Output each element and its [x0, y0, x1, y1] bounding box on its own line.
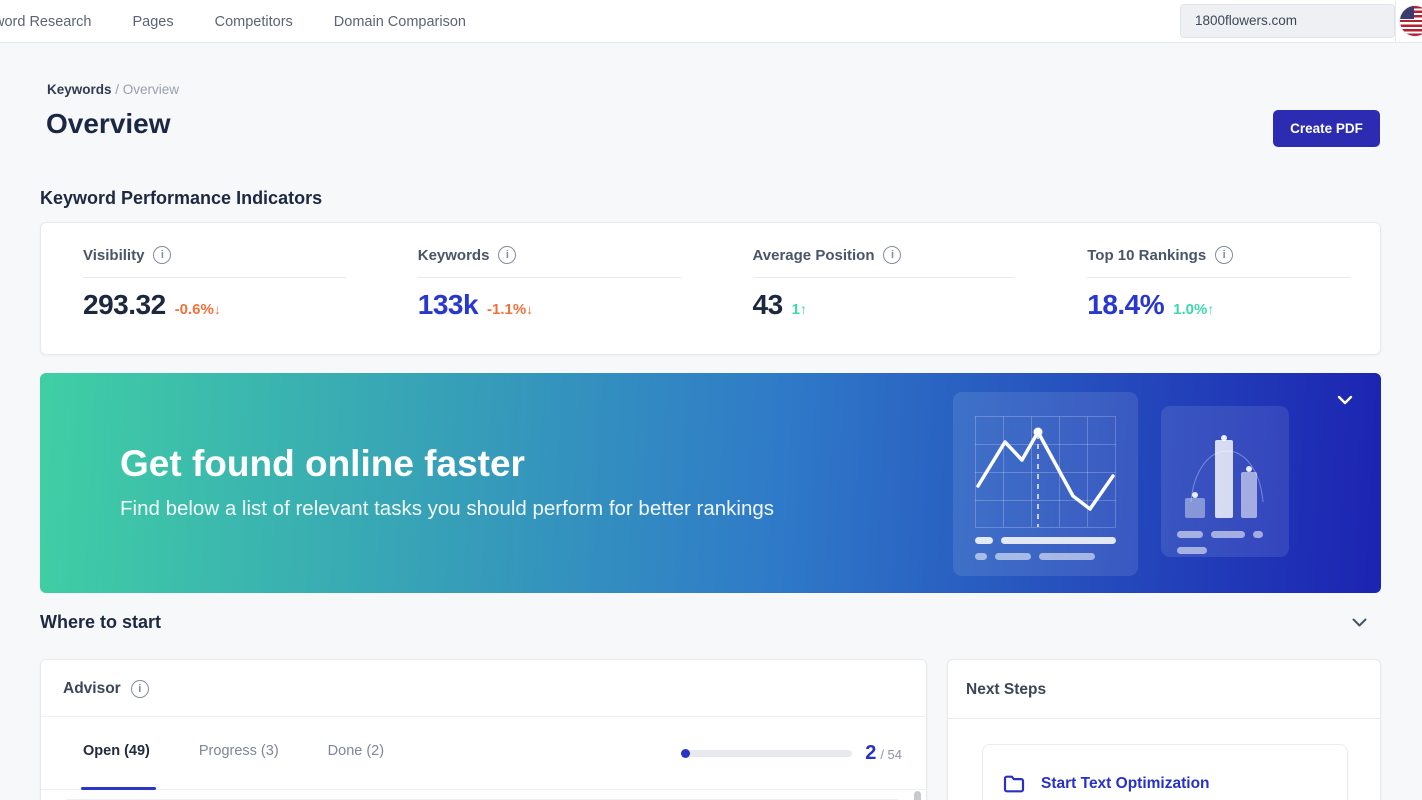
kpi-section-heading: Keyword Performance Indicators	[40, 188, 323, 208]
breadcrumb: Keywords / Overview	[47, 82, 179, 97]
arrow-down-icon: ↓	[526, 301, 534, 317]
kpi-value: 18.4%	[1087, 289, 1165, 320]
next-steps-card: Next Steps Start Text Optimization	[947, 659, 1381, 800]
top-nav: Keyword Research Pages Competitors Domai…	[0, 0, 1422, 43]
nav-divider	[1395, 0, 1396, 43]
next-steps-title: Next Steps	[966, 681, 1047, 698]
info-icon[interactable]: i	[130, 680, 149, 698]
kpi-divider	[417, 277, 681, 278]
text-placeholder-row	[1177, 547, 1273, 554]
bar-chart-graphic	[1185, 435, 1264, 518]
progress-done-count: 2	[865, 742, 877, 764]
text-placeholder-row	[975, 537, 1116, 544]
advisor-progress: 2 / 54	[681, 717, 902, 790]
info-icon[interactable]: i	[883, 246, 902, 264]
kpi-average-position: Average Position i 43 1↑	[711, 223, 1046, 354]
progress-indicator	[681, 749, 691, 758]
advisor-header: Advisor i	[41, 660, 926, 717]
banner-title: Get found online faster	[120, 443, 525, 484]
promo-banner: Get found online faster Find below a lis…	[40, 373, 1381, 593]
active-tab-underline	[81, 787, 156, 790]
kpi-delta: -0.6%↓	[174, 301, 221, 318]
nav-items: Keyword Research Pages Competitors Domai…	[0, 0, 466, 43]
scrollbar-thumb[interactable]	[914, 791, 921, 800]
info-icon[interactable]: i	[498, 246, 517, 264]
banner-subtitle: Find below a list of relevant tasks you …	[120, 497, 775, 520]
banner-collapse-chevron-icon[interactable]	[1337, 395, 1353, 405]
tab-open[interactable]: Open (49)	[83, 743, 150, 759]
breadcrumb-keywords[interactable]: Keywords	[47, 82, 112, 97]
kpi-label: Top 10 Rankings	[1087, 246, 1207, 264]
tab-done[interactable]: Done (2)	[327, 743, 385, 759]
next-steps-header: Next Steps	[948, 660, 1380, 719]
kpi-label: Visibility	[83, 246, 145, 264]
kpi-delta: 1.0%↑	[1173, 301, 1215, 318]
breadcrumb-rest: / Overview	[115, 82, 180, 97]
us-flag-icon[interactable]	[1400, 6, 1422, 36]
next-step-link[interactable]: Start Text Optimization	[1041, 775, 1210, 792]
kpi-top10-rankings: Top 10 Rankings i 18.4% 1.0%↑	[1045, 223, 1380, 354]
info-icon[interactable]: i	[1215, 246, 1234, 264]
flag-canton	[1400, 6, 1414, 19]
kpi-value: 293.32	[83, 289, 166, 320]
kpi-keywords: Keywords i 133k -1.1%↓	[376, 223, 711, 354]
line-chart-graphic	[975, 416, 1116, 528]
page-title: Overview	[46, 108, 171, 139]
kpi-card: Visibility i 293.32 -0.6%↓ Keywords i 13…	[40, 222, 1381, 355]
text-placeholder-row	[1177, 531, 1273, 538]
arrow-down-icon: ↓	[213, 301, 221, 317]
kpi-label: Average Position	[752, 246, 875, 264]
where-to-start-heading: Where to start	[40, 612, 162, 632]
arrow-up-icon: ↑	[1207, 301, 1215, 317]
nav-item-keyword-research[interactable]: Keyword Research	[0, 13, 92, 30]
nav-item-competitors[interactable]: Competitors	[214, 13, 293, 30]
info-icon[interactable]: i	[153, 246, 172, 264]
nav-item-pages[interactable]: Pages	[132, 13, 174, 30]
progress-total-count: / 54	[880, 747, 902, 762]
create-pdf-button[interactable]: Create PDF	[1273, 110, 1380, 147]
advisor-title: Advisor	[63, 680, 121, 697]
kpi-divider	[752, 277, 1016, 278]
progress-bar	[681, 749, 853, 758]
nav-item-domain-comparison[interactable]: Domain Comparison	[333, 13, 466, 30]
bar-chart-illustration	[1161, 406, 1289, 557]
line-chart-illustration	[953, 392, 1138, 576]
folder-icon	[1003, 775, 1025, 793]
arrow-up-icon: ↑	[800, 301, 807, 317]
kpi-delta: -1.1%↓	[487, 301, 534, 318]
next-step-item[interactable]: Start Text Optimization	[982, 744, 1348, 800]
kpi-value: 43	[752, 289, 784, 320]
kpi-value: 133k	[417, 289, 479, 320]
text-placeholder-row	[975, 553, 1116, 560]
tab-progress[interactable]: Progress (3)	[198, 743, 279, 759]
kpi-delta: 1↑	[791, 301, 807, 318]
advisor-card: Advisor i Open (49) Progress (3) Done (2…	[40, 659, 927, 800]
kpi-label: Keywords	[417, 246, 490, 264]
kpi-divider	[83, 277, 346, 278]
advisor-tabs-row: Open (49) Progress (3) Done (2) 2 / 54	[41, 717, 926, 790]
domain-input[interactable]: 1800flowers.com	[1180, 4, 1395, 38]
where-to-start-chevron-icon[interactable]	[1352, 618, 1367, 627]
kpi-divider	[1087, 277, 1350, 278]
kpi-visibility: Visibility i 293.32 -0.6%↓	[41, 223, 376, 354]
